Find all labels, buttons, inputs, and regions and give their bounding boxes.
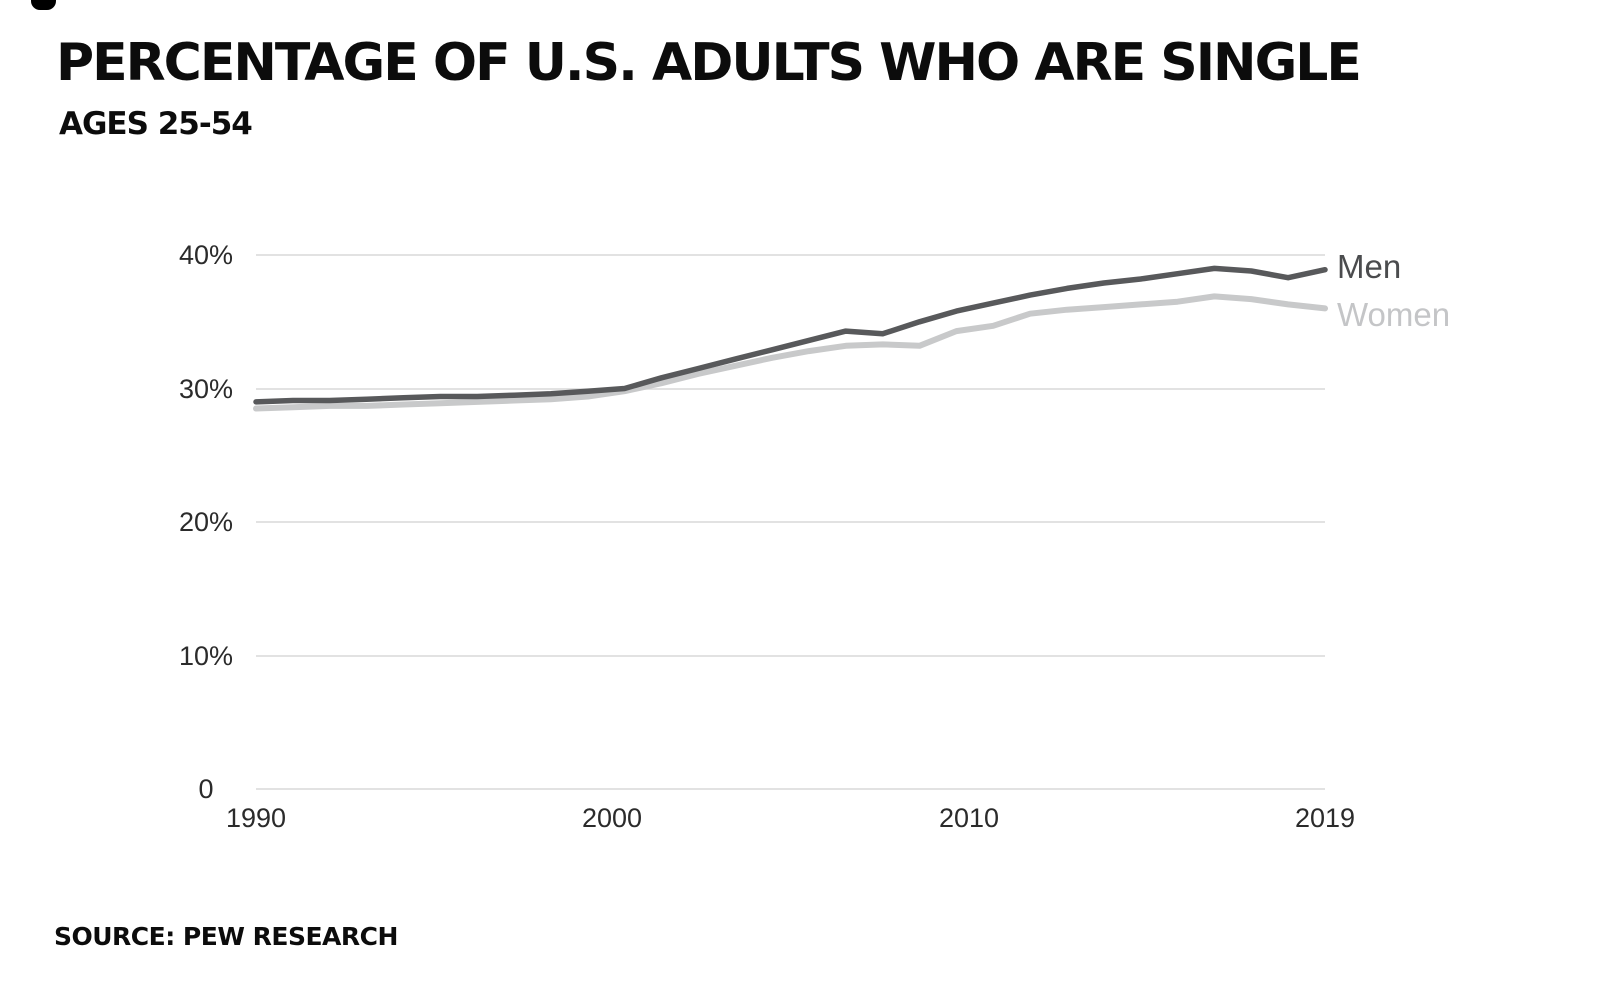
- women-series-line: [253, 293, 1328, 412]
- x-tick-label: 2010: [939, 803, 999, 833]
- y-axis-labels: 40% 30% 20% 10% 0: [179, 240, 233, 804]
- y-tick-label: 10%: [179, 641, 233, 671]
- x-tick-label: 1990: [226, 803, 286, 833]
- x-tick-label: 2000: [582, 803, 642, 833]
- x-tick-label: 2019: [1295, 803, 1355, 833]
- x-axis-labels: 1990 2000 2010 2019: [226, 803, 1355, 833]
- source-note: SOURCE: PEW RESEARCH: [54, 922, 398, 951]
- chart-subtitle: AGES 25-54: [59, 106, 253, 142]
- y-tick-label: 0: [198, 774, 213, 804]
- y-tick-label: 30%: [179, 374, 233, 404]
- y-tick-label: 40%: [179, 240, 233, 270]
- y-tick-label: 20%: [179, 507, 233, 537]
- legend: Men Women: [1337, 248, 1450, 333]
- legend-label-men: Men: [1337, 248, 1401, 285]
- gridlines: [256, 254, 1325, 790]
- chart-title: PERCENTAGE OF U.S. ADULTS WHO ARE SINGLE: [56, 33, 1362, 93]
- cropped-edge-mark: [31, 0, 56, 10]
- legend-label-women: Women: [1337, 296, 1450, 333]
- men-series-line: [253, 265, 1328, 405]
